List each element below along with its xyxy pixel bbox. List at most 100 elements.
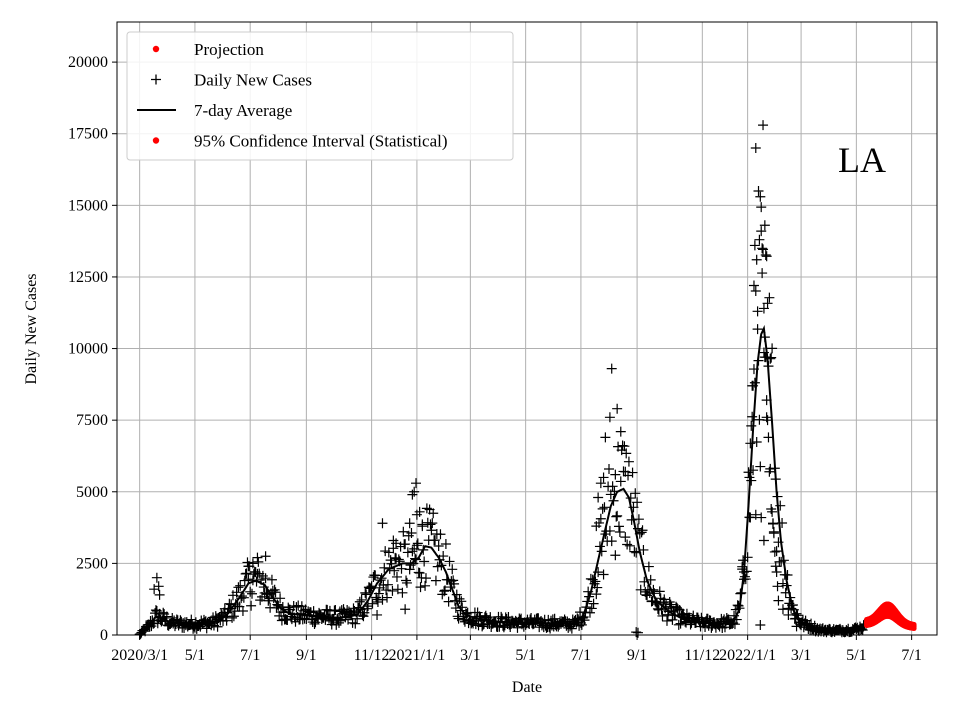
daily-case-marker [212, 621, 223, 632]
daily-case-marker [600, 432, 611, 443]
daily-case-marker [763, 432, 774, 443]
daily-case-marker [595, 513, 606, 524]
daily-case-marker [216, 609, 227, 620]
daily-case-marker [149, 584, 160, 595]
daily-case-marker [593, 492, 604, 503]
daily-case-marker [627, 467, 638, 478]
daily-case-marker [604, 463, 614, 474]
daily-case-marker [588, 598, 599, 609]
y-tick-label: 7500 [76, 412, 108, 429]
daily-case-marker [347, 617, 358, 628]
daily-case-marker [632, 627, 643, 638]
daily-case-marker [427, 518, 438, 529]
daily-case-marker [576, 619, 587, 630]
daily-case-marker [387, 585, 398, 596]
daily-case-marker [633, 514, 644, 525]
daily-case-marker [397, 587, 408, 598]
x-tick-label: 2021/1/1 [388, 647, 445, 664]
daily-case-marker [748, 280, 759, 291]
x-tick-label: 11/12 [354, 647, 390, 664]
daily-case-marker [632, 497, 643, 508]
daily-case-marker [613, 521, 624, 532]
daily-case-marker [773, 595, 784, 606]
daily-case-marker [717, 622, 728, 633]
projection-point [912, 622, 917, 627]
daily-case-marker [425, 519, 436, 530]
daily-case-marker [665, 599, 676, 610]
daily-case-marker [752, 324, 763, 335]
daily-case-marker [751, 254, 762, 265]
daily-case-marker [629, 546, 640, 557]
daily-case-marker [367, 598, 378, 609]
daily-case-marker [615, 426, 626, 437]
projection-series [864, 601, 917, 631]
daily-case-marker [675, 618, 686, 629]
x-tick-label: 7/1 [571, 647, 591, 664]
daily-case-marker [391, 538, 402, 549]
daily-case-marker [767, 343, 778, 354]
daily-case-marker [331, 619, 342, 630]
daily-case-marker [154, 589, 165, 600]
daily-case-marker [406, 528, 417, 539]
daily-case-marker [291, 602, 302, 613]
daily-case-marker [439, 586, 450, 597]
daily-case-marker [750, 285, 761, 296]
daily-case-marker [443, 596, 454, 607]
daily-case-marker [604, 412, 615, 423]
daily-case-marker [401, 577, 412, 588]
daily-case-marker [266, 574, 277, 585]
daily-case-marker [411, 478, 422, 489]
daily-case-marker [762, 298, 773, 309]
daily-case-marker [606, 536, 617, 547]
daily-case-marker [381, 585, 392, 596]
daily-case-marker [402, 547, 413, 558]
daily-case-marker [760, 352, 771, 363]
daily-case-marker [477, 621, 488, 632]
y-axis-ticks: 0 2500 5000 7500 10000 12500 15000 17500 20000 [68, 54, 117, 644]
x-axis-label: Date [512, 679, 542, 696]
daily-case-marker [356, 594, 367, 605]
daily-case-marker [364, 582, 375, 593]
daily-case-marker [746, 420, 757, 431]
daily-case-marker [768, 526, 779, 537]
daily-case-marker [419, 556, 430, 567]
x-tick-label: 3/1 [460, 647, 480, 664]
daily-case-marker [750, 143, 761, 154]
daily-case-marker [745, 438, 756, 449]
daily-case-marker [438, 551, 449, 562]
daily-case-marker [421, 503, 432, 514]
daily-case-marker [756, 512, 767, 523]
daily-case-marker [751, 437, 762, 448]
daily-case-marker [595, 478, 606, 489]
daily-case-marker [615, 476, 626, 487]
daily-case-marker [758, 120, 769, 131]
daily-case-marker [671, 602, 682, 613]
daily-case-marker [252, 552, 263, 563]
daily-case-marker [630, 488, 641, 499]
daily-case-marker [260, 573, 271, 584]
x-tick-label: 11/12 [684, 647, 720, 664]
daily-case-marker [440, 539, 451, 550]
daily-case-marker [753, 186, 764, 197]
daily-case-marker [702, 613, 713, 624]
daily-case-marker [755, 619, 766, 630]
y-tick-label: 2500 [76, 555, 108, 572]
daily-case-marker [620, 532, 631, 543]
daily-case-marker [227, 612, 238, 623]
legend: Projection Daily New Cases 7-day Average 95… [126, 31, 514, 161]
daily-case-marker [610, 469, 621, 480]
x-tick-label: 9/1 [627, 647, 647, 664]
daily-case-marker [606, 363, 617, 374]
daily-case-marker [533, 613, 544, 624]
daily-case-marker [461, 609, 472, 620]
daily-case-marker [768, 518, 778, 529]
annotation-label: LA [838, 140, 886, 180]
daily-case-marker [444, 556, 455, 567]
daily-case-marker [377, 518, 388, 529]
daily-case-marker [783, 609, 794, 620]
daily-case-marker [370, 570, 381, 581]
daily-case-marker [373, 588, 384, 599]
daily-case-marker [404, 518, 415, 529]
daily-case-marker [599, 502, 610, 513]
daily-case-marker [309, 618, 320, 629]
